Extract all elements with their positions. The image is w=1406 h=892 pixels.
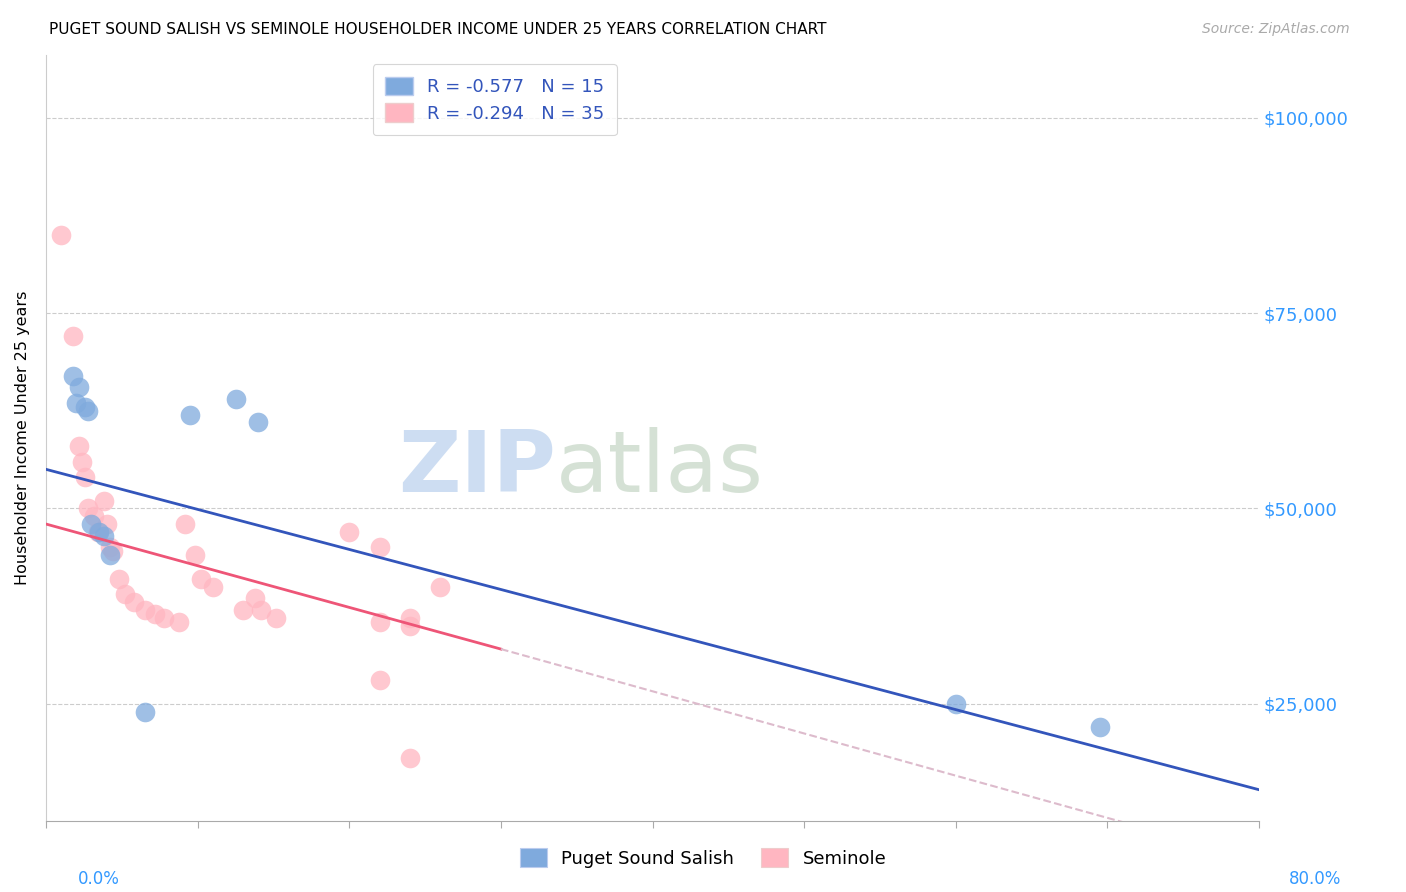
Point [101, 544, 124, 558]
Point [247, 416, 270, 430]
Text: Source: ZipAtlas.com: Source: ZipAtlas.com [1202, 22, 1350, 37]
Point [75, 470, 97, 484]
Point [368, 541, 391, 555]
Point [232, 603, 254, 617]
Point [80, 516, 103, 531]
Text: PUGET SOUND SALISH VS SEMINOLE HOUSEHOLDER INCOME UNDER 25 YEARS CORRELATION CHA: PUGET SOUND SALISH VS SEMINOLE HOUSEHOLD… [49, 22, 827, 37]
Point [93, 529, 115, 543]
Point [114, 587, 136, 601]
Text: 0.0%: 0.0% [77, 870, 120, 888]
Point [134, 705, 156, 719]
Point [86, 524, 108, 539]
Point [945, 697, 967, 711]
Point [72, 454, 94, 468]
Point [143, 607, 166, 621]
Legend: Puget Sound Salish, Seminole: Puget Sound Salish, Seminole [509, 838, 897, 879]
Point [429, 580, 451, 594]
Point [98, 541, 121, 555]
Point [183, 549, 205, 563]
Point [62, 329, 84, 343]
Point [174, 516, 197, 531]
Point [169, 615, 191, 629]
Point [201, 580, 224, 594]
Point [67, 380, 90, 394]
Point [96, 516, 118, 531]
Point [337, 524, 360, 539]
Point [399, 611, 422, 625]
Point [250, 603, 273, 617]
Y-axis label: Householder Income Under 25 years: Householder Income Under 25 years [15, 291, 30, 585]
Point [93, 493, 115, 508]
Point [245, 591, 267, 606]
Text: ZIP: ZIP [398, 427, 555, 510]
Point [399, 751, 422, 765]
Point [65, 396, 87, 410]
Point [190, 572, 212, 586]
Text: 80.0%: 80.0% [1288, 870, 1341, 888]
Point [368, 673, 391, 688]
Point [134, 603, 156, 617]
Point [153, 611, 176, 625]
Point [83, 509, 105, 524]
Point [122, 595, 145, 609]
Point [49, 227, 72, 242]
Point [368, 615, 391, 629]
Text: atlas: atlas [555, 427, 763, 510]
Point [75, 400, 97, 414]
Point [77, 403, 100, 417]
Point [87, 524, 110, 539]
Point [98, 549, 121, 563]
Point [399, 618, 422, 632]
Point [225, 392, 247, 406]
Legend: R = -0.577   N = 15, R = -0.294   N = 35: R = -0.577 N = 15, R = -0.294 N = 35 [373, 64, 617, 136]
Point [62, 368, 84, 383]
Point [179, 408, 201, 422]
Point [67, 439, 90, 453]
Point [107, 572, 129, 586]
Point [266, 611, 288, 625]
Point [77, 501, 100, 516]
Point [1088, 720, 1111, 734]
